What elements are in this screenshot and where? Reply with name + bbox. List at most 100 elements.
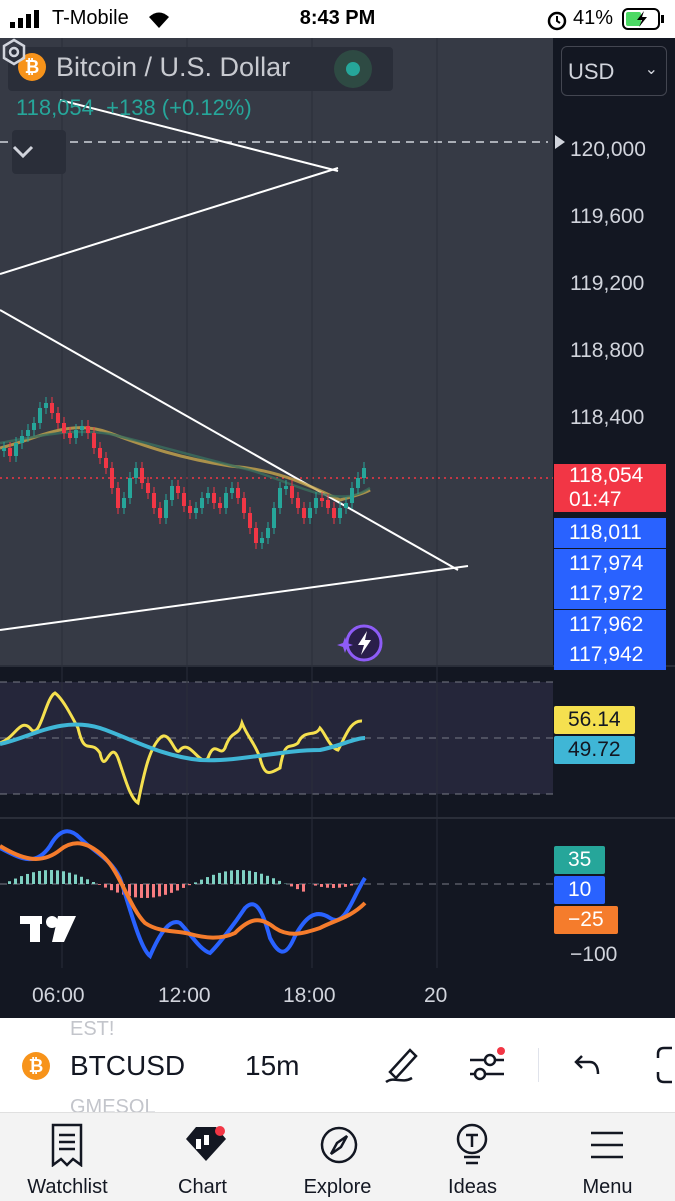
fullscreen-icon[interactable] — [654, 1046, 675, 1084]
indicators-icon[interactable] — [468, 1046, 508, 1084]
macd-bar — [170, 884, 173, 893]
candle — [74, 430, 78, 438]
chevron-down-icon — [12, 145, 34, 159]
signal-value-tag: −25 — [554, 906, 618, 934]
symbol-title[interactable]: Bitcoin / U.S. Dollar — [56, 52, 290, 83]
currency-select[interactable]: USD ⌄ — [561, 46, 667, 96]
candle — [320, 498, 324, 501]
macd-bar — [182, 884, 185, 888]
macd-bar — [302, 884, 305, 892]
price-readout: 118,054 +138 (+0.12%) — [16, 95, 252, 121]
candle — [248, 513, 252, 528]
macd-bar — [110, 884, 113, 890]
price-axis-label: 120,000 — [570, 138, 646, 162]
candle — [110, 468, 114, 488]
ai-assistant-icon[interactable] — [335, 623, 387, 665]
symbol-toolbar: EST! GMESOL ₿ BTCUSD 15m — [0, 1018, 675, 1112]
tab-label: Ideas — [405, 1176, 540, 1199]
macd-bar — [338, 884, 341, 888]
candle — [338, 508, 342, 518]
candle — [224, 493, 228, 508]
battery-percent: 41% — [573, 7, 613, 30]
candle — [62, 423, 66, 433]
symbol-button[interactable]: BTCUSD — [70, 1050, 185, 1082]
macd-bar — [80, 877, 83, 884]
alarm-icon — [546, 9, 568, 31]
macd-bar — [26, 874, 29, 884]
candle — [128, 478, 132, 498]
candle — [206, 493, 210, 498]
tab-watchlist[interactable]: Watchlist — [0, 1113, 135, 1201]
candle — [176, 486, 180, 493]
current-price-value: 118,054 — [569, 464, 666, 488]
battery-icon — [622, 8, 666, 30]
candle — [290, 486, 294, 498]
candle — [230, 488, 234, 493]
macd-bar — [104, 884, 107, 888]
candle — [2, 448, 6, 451]
macd-bar — [86, 879, 89, 884]
macd-bar — [50, 870, 53, 884]
macd-bar — [266, 876, 269, 884]
tab-label: Menu — [540, 1176, 675, 1199]
timeframe-button[interactable]: 15m — [245, 1050, 299, 1082]
macd-bar — [230, 870, 233, 884]
candle — [242, 498, 246, 513]
macd-bar — [218, 873, 221, 884]
macd-bar — [200, 880, 203, 884]
time-label: 06:00 — [32, 984, 85, 1008]
candle — [56, 413, 60, 423]
macd-bar — [278, 881, 281, 884]
macd-bar — [20, 876, 23, 884]
tab-chart[interactable]: Chart — [135, 1113, 270, 1201]
candle — [278, 488, 282, 508]
candle — [26, 430, 30, 436]
current-price-tag: 118,054 01:47 — [554, 464, 666, 512]
collapse-legend-button[interactable] — [12, 130, 66, 174]
bitcoin-icon: ₿ — [22, 1052, 50, 1080]
candle — [158, 508, 162, 518]
time-label: 20 — [424, 984, 447, 1008]
candle — [350, 488, 354, 503]
macd-bar — [8, 881, 11, 884]
macd-bar — [140, 884, 143, 898]
macd-bar — [134, 884, 137, 897]
macd-bar — [320, 884, 323, 887]
macd-bar — [242, 870, 245, 884]
status-bar: T-Mobile 8:43 PM 41% — [0, 0, 675, 38]
level-tag: 118,011 — [554, 518, 666, 548]
macd-bar — [350, 884, 353, 886]
tab-menu[interactable]: Menu — [540, 1113, 675, 1201]
tab-ideas[interactable]: Ideas — [405, 1113, 540, 1201]
macd-bar — [98, 884, 101, 885]
draw-icon[interactable] — [382, 1046, 420, 1084]
level-tag: 117,942 — [554, 640, 666, 670]
macd-bar — [248, 871, 251, 884]
price-axis-label: 118,800 — [570, 339, 644, 363]
candle — [344, 503, 348, 508]
tab-explore[interactable]: Explore — [270, 1113, 405, 1201]
rsi-ma-value-tag: 49.72 — [554, 736, 635, 764]
candle — [200, 498, 204, 508]
macd-bar — [56, 870, 59, 884]
macd-bar — [38, 871, 41, 884]
settings-icon[interactable] — [0, 38, 28, 66]
macd-bar — [224, 871, 227, 884]
chart-icon — [184, 1123, 228, 1167]
candle — [32, 423, 36, 430]
candle — [332, 508, 336, 518]
macd-bar — [314, 884, 317, 886]
undo-icon[interactable] — [572, 1050, 602, 1080]
macd-bar — [62, 871, 65, 884]
macd-bar — [92, 882, 95, 884]
candle — [8, 448, 12, 456]
compass-icon — [319, 1123, 359, 1167]
macd-bar — [206, 877, 209, 884]
time-label: 12:00 — [158, 984, 211, 1008]
candle — [308, 508, 312, 518]
candle — [284, 486, 288, 489]
chart-area[interactable]: ₿ Bitcoin / U.S. Dollar 118,054 +138 (+0… — [0, 38, 675, 1018]
macd-bar — [146, 884, 149, 898]
candle — [164, 500, 168, 518]
bar-countdown: 01:47 — [569, 488, 666, 512]
